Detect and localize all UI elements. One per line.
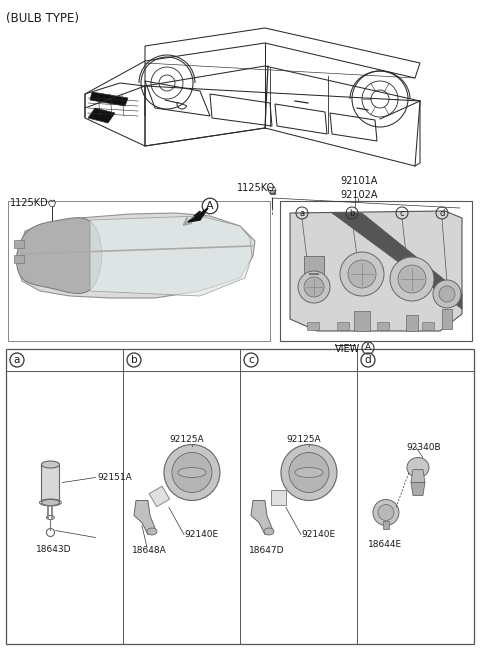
Text: b: b <box>349 209 355 218</box>
Bar <box>304 256 324 274</box>
Circle shape <box>398 265 426 293</box>
Ellipse shape <box>295 468 323 478</box>
Text: d: d <box>439 209 444 218</box>
Text: (BULB TYPE): (BULB TYPE) <box>6 12 79 25</box>
Ellipse shape <box>41 499 60 506</box>
Polygon shape <box>88 108 115 123</box>
Text: 92140E: 92140E <box>301 530 335 539</box>
Bar <box>14 240 24 248</box>
Ellipse shape <box>264 528 274 535</box>
Bar <box>442 309 452 329</box>
Bar <box>377 322 389 330</box>
Polygon shape <box>188 208 208 222</box>
Text: 18647D: 18647D <box>249 546 285 555</box>
Polygon shape <box>134 501 156 535</box>
Bar <box>307 322 319 330</box>
Text: a: a <box>300 209 305 218</box>
Text: 92340B: 92340B <box>406 443 441 452</box>
Polygon shape <box>16 218 102 293</box>
Circle shape <box>298 271 330 303</box>
Text: 18643D: 18643D <box>36 545 71 554</box>
Text: d: d <box>365 355 372 365</box>
Bar <box>269 190 275 194</box>
Text: 1125KO: 1125KO <box>237 183 275 193</box>
Text: A: A <box>365 344 371 352</box>
Polygon shape <box>290 211 462 331</box>
Text: a: a <box>14 355 20 365</box>
Text: A: A <box>206 201 214 211</box>
Bar <box>337 322 349 330</box>
Bar <box>383 520 389 529</box>
Circle shape <box>172 453 212 493</box>
Polygon shape <box>411 483 425 495</box>
Circle shape <box>164 445 220 501</box>
Bar <box>406 315 418 331</box>
Circle shape <box>340 252 384 296</box>
Text: 92125A: 92125A <box>169 435 204 444</box>
Ellipse shape <box>407 457 429 478</box>
Text: 92125A: 92125A <box>286 435 321 444</box>
Circle shape <box>304 277 324 297</box>
Circle shape <box>289 453 329 493</box>
Polygon shape <box>18 213 255 298</box>
Polygon shape <box>332 213 462 309</box>
Bar <box>8 201 270 341</box>
Polygon shape <box>90 216 252 296</box>
Circle shape <box>373 499 399 525</box>
Bar <box>272 490 287 505</box>
Text: c: c <box>400 209 404 218</box>
Text: 1125KD: 1125KD <box>10 198 49 208</box>
Ellipse shape <box>178 468 206 478</box>
Ellipse shape <box>41 461 60 468</box>
Bar <box>280 201 472 341</box>
Polygon shape <box>90 92 128 106</box>
Bar <box>149 486 169 506</box>
Text: 92151A: 92151A <box>97 473 132 482</box>
Circle shape <box>281 445 337 501</box>
Text: VIEW: VIEW <box>335 344 360 354</box>
Bar <box>354 311 370 331</box>
Circle shape <box>390 257 434 301</box>
Bar <box>41 464 60 502</box>
Bar <box>6 349 474 644</box>
Polygon shape <box>251 501 273 535</box>
Text: 92140E: 92140E <box>184 530 218 539</box>
Text: 18648A: 18648A <box>132 546 167 555</box>
Circle shape <box>433 280 461 308</box>
Text: 92101A
92102A: 92101A 92102A <box>340 176 377 199</box>
Text: b: b <box>131 355 137 365</box>
Circle shape <box>348 260 376 288</box>
Circle shape <box>378 504 394 520</box>
Ellipse shape <box>147 528 157 535</box>
Bar <box>14 255 24 263</box>
Bar <box>422 322 434 330</box>
Circle shape <box>439 286 455 302</box>
Polygon shape <box>411 470 425 483</box>
Text: c: c <box>248 355 254 365</box>
Text: 18644E: 18644E <box>368 540 402 549</box>
